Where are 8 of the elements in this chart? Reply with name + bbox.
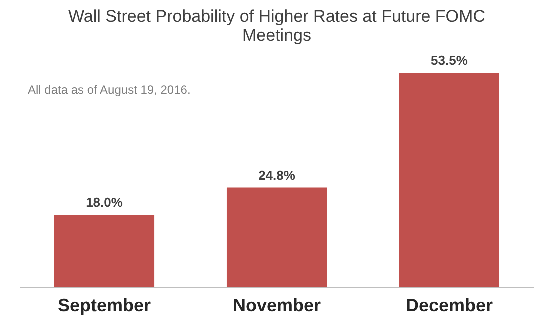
x-tick-label: November — [232, 296, 322, 316]
chart-title: Wall Street Probability of Higher Rates at Future FOMC Meetings — [68, 7, 486, 45]
x-tick-label: December — [406, 296, 494, 316]
data-label: 53.5% — [431, 53, 468, 68]
data-label: 18.0% — [86, 195, 124, 210]
x-tick-label: September — [58, 296, 152, 316]
data-label: 24.8% — [258, 168, 296, 183]
annotation: All data as of August 19, 2016. — [28, 83, 191, 97]
